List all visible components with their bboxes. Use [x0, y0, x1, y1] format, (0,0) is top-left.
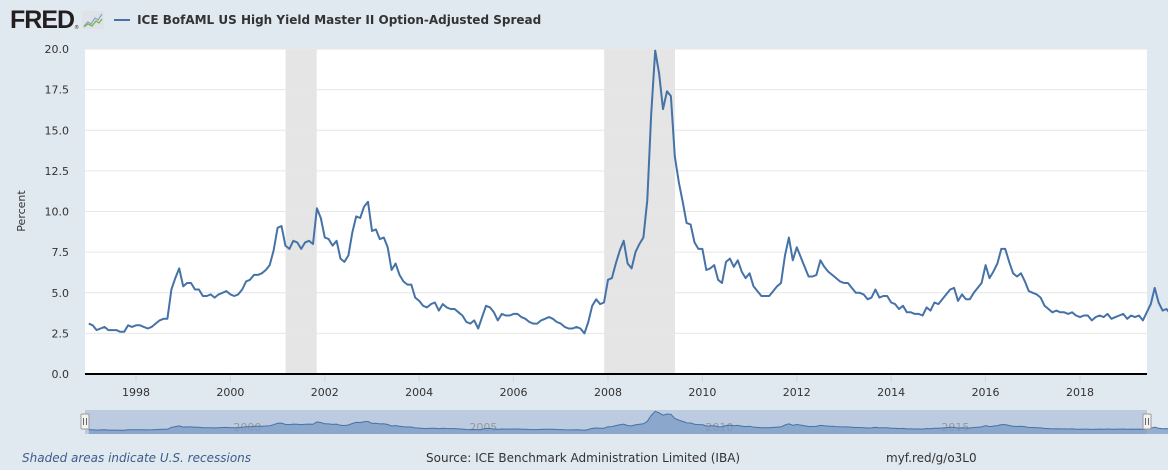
navigator: 2000200520102015 — [80, 410, 1168, 434]
x-tick-label: 1998 — [122, 386, 150, 399]
recessions-note: Shaded areas indicate U.S. recessions — [22, 451, 252, 465]
navigator-line — [88, 410, 1168, 431]
handle-grip[interactable] — [80, 413, 90, 430]
y-axis-ticks: 0.0 2.5 5.0 7.5 10.0 12.5 15.0 17.5 20.0 — [45, 43, 70, 381]
y-tick-label: 2.5 — [52, 327, 70, 340]
y-tick-label: 10.0 — [45, 206, 70, 219]
y-tick-label: 20.0 — [45, 43, 70, 56]
x-axis-ticks: 1998 2000 2002 2004 2006 2008 2010 2012 2014 2016… — [122, 374, 1094, 399]
y-axis-label: Percent — [15, 190, 28, 232]
y-tick-label: 0.0 — [52, 368, 70, 381]
x-tick-label: 2004 — [405, 386, 433, 399]
y-tick-label: 7.5 — [52, 246, 70, 259]
gridlines — [85, 48, 1147, 334]
y-tick-label: 12.5 — [45, 165, 70, 178]
series-title[interactable]: ICE BofAML US High Yield Master II Optio… — [137, 13, 542, 27]
series-line[interactable] — [88, 49, 1168, 335]
x-tick-label: 2006 — [500, 386, 528, 399]
x-tick-label: 2016 — [972, 386, 1000, 399]
fred-logo[interactable]: FRED — [10, 5, 75, 34]
y-tick-label: 17.5 — [45, 84, 70, 97]
navigator-handle-right[interactable] — [1142, 413, 1152, 430]
x-tick-label: 2014 — [877, 386, 905, 399]
fred-chart-icon — [82, 11, 105, 29]
x-tick-label: 2008 — [594, 386, 622, 399]
x-tick-label: 2012 — [783, 386, 811, 399]
x-tick-label: 2010 — [688, 386, 716, 399]
x-tick-label: 2002 — [311, 386, 339, 399]
legend-series-swatch — [114, 19, 131, 21]
short-url-link[interactable]: myf.red/g/o3L0 — [886, 451, 977, 465]
x-tick-label: 2018 — [1066, 386, 1094, 399]
y-tick-label: 15.0 — [45, 124, 70, 137]
handle-grip[interactable] — [1142, 413, 1152, 430]
x-tick-label: 2000 — [216, 386, 244, 399]
y-tick-label: 5.0 — [52, 287, 70, 300]
fred-registered-mark: ® — [74, 25, 80, 31]
chart-header: FRED ® ICE BofAML US High Yield Master I… — [10, 6, 541, 34]
navigator-area — [88, 411, 1168, 434]
source-note: Source: ICE Benchmark Administration Lim… — [426, 451, 741, 465]
navigator-handle-left[interactable] — [80, 413, 90, 430]
